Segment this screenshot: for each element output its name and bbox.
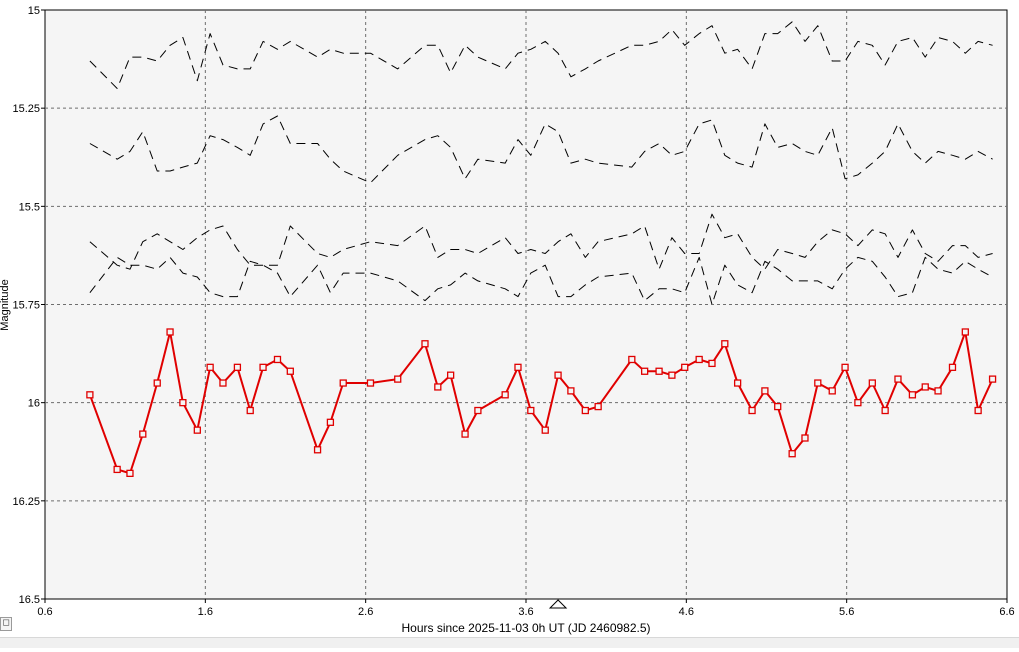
target-point [748, 406, 756, 415]
target-point [934, 387, 942, 395]
target-point [974, 406, 982, 415]
x-tick-label: 5.6 [839, 606, 854, 618]
target-point [894, 375, 902, 383]
y-tick-label: 16.25 [12, 496, 40, 508]
target-point [541, 426, 549, 434]
grid-lines [45, 10, 1007, 599]
target-point [868, 379, 876, 387]
y-tick-label: 15 [28, 5, 40, 17]
target-point [854, 399, 862, 407]
target-point [326, 418, 335, 426]
target-point [273, 355, 282, 364]
target-point [246, 406, 254, 415]
y-tick-label: 15.5 [19, 201, 40, 213]
target-point [761, 387, 769, 395]
target-point [113, 465, 121, 474]
comparison-series-3 [89, 213, 993, 270]
target-point [219, 379, 227, 387]
target-point [286, 367, 294, 375]
comparison-series-2 [89, 115, 993, 184]
target-point [139, 430, 147, 438]
y-tick-label: 16 [28, 398, 40, 410]
corner-button[interactable]: ◻ [0, 617, 12, 631]
x-tick-label: 1.6 [198, 606, 213, 618]
comparison-line [89, 21, 993, 89]
target-point [474, 406, 482, 415]
target-point [733, 379, 742, 387]
x-tick-label: 0.6 [37, 606, 52, 618]
target-point [881, 406, 889, 415]
target-point [921, 383, 929, 391]
x-tick-label: 6.6 [999, 606, 1014, 618]
target-point [179, 399, 187, 407]
target-point [339, 379, 347, 387]
comparison-series-4 [89, 256, 993, 305]
series-layer [86, 21, 997, 477]
target-point [206, 363, 214, 371]
target-point [640, 367, 649, 375]
target-point [695, 355, 703, 364]
target-point [446, 371, 455, 379]
comparison-line [89, 256, 993, 305]
target-point [394, 375, 402, 383]
target-point [828, 387, 836, 395]
target-point [461, 430, 469, 438]
comparison-line [89, 115, 993, 184]
target-point [86, 391, 94, 399]
target-point [594, 402, 602, 411]
x-tick-label: 2.6 [358, 606, 373, 618]
target-point [233, 363, 242, 371]
target-point [801, 434, 809, 442]
target-point [514, 363, 522, 371]
x-tick-label: 3.6 [518, 606, 533, 618]
target-point [988, 375, 997, 383]
x-axis-label: Hours since 2025-11-03 0h UT (JD 2460982… [401, 621, 650, 635]
target-point [554, 371, 562, 379]
target-point [655, 367, 663, 375]
target-point [153, 379, 161, 387]
x-tick-label: 4.6 [679, 606, 694, 618]
target-point [841, 363, 849, 371]
target-point [193, 426, 201, 434]
target-point [948, 363, 957, 371]
target-point [166, 328, 174, 336]
comparison-series-1 [89, 21, 993, 89]
target-point [567, 387, 575, 395]
target-point [814, 379, 822, 387]
status-bar [0, 637, 1019, 648]
target-point [721, 340, 729, 348]
target-point [668, 371, 676, 379]
target-point [501, 391, 509, 399]
target-point [961, 328, 969, 336]
target-point [681, 363, 689, 371]
target-point [421, 340, 429, 348]
comparison-line [89, 213, 993, 270]
target-point [366, 379, 375, 387]
axis-layer: 0.6 1.6 2.6 3.6 4.6 5.6 6.6 15 15.25 15.5 15.75 16 1… [12, 5, 1014, 618]
target-point [774, 402, 782, 411]
target-series [86, 328, 997, 477]
y-tick-label: 15.25 [12, 103, 40, 115]
target-point [581, 406, 589, 415]
y-tick-label: 16.5 [19, 594, 40, 606]
target-point [313, 446, 322, 454]
time-marker-triangle[interactable] [548, 599, 568, 609]
y-axis-label: Magnitude [0, 279, 11, 330]
target-point [788, 450, 796, 458]
target-point [708, 359, 716, 368]
target-point [628, 355, 636, 364]
target-point [126, 469, 134, 477]
target-point [908, 391, 917, 399]
target-point [434, 383, 442, 391]
target-point [527, 406, 535, 415]
y-tick-label: 15.75 [12, 300, 40, 312]
target-point [259, 363, 267, 371]
